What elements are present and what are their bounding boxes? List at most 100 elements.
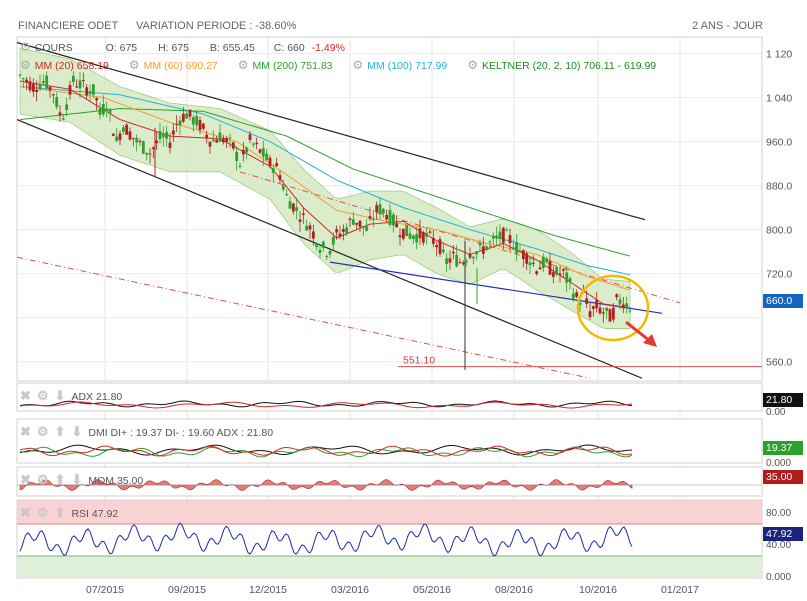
arrow-down-icon[interactable]: ⬇ xyxy=(71,424,83,439)
candle-body xyxy=(545,258,549,263)
candle-body xyxy=(425,232,429,237)
x-tick-label: 10/2016 xyxy=(579,584,617,596)
y-tick-label: 1 120 xyxy=(766,49,792,61)
ohlc-legend: ⚙ COURS O: 675 H: 675 B: 655.45 C: 660 -1… xyxy=(20,40,349,56)
gear-icon[interactable]: ⚙ xyxy=(467,58,479,72)
open-value: O: 675 xyxy=(105,42,138,54)
x-tick-label: 12/2015 xyxy=(249,584,287,596)
x-tick-label: 09/2015 xyxy=(168,584,206,596)
candle-body xyxy=(511,247,515,250)
variation-text: VARIATION PERIODE : -38.60% xyxy=(136,20,297,32)
candle-body xyxy=(598,307,602,314)
adx-di-line xyxy=(19,401,633,409)
candle-body xyxy=(131,137,135,139)
gear-icon[interactable]: ⚙ xyxy=(36,388,49,403)
x-tick-label: 01/2017 xyxy=(661,584,699,596)
arrow-up-icon[interactable]: ⬆ xyxy=(54,424,66,439)
close-icon[interactable]: ✖ xyxy=(20,472,31,487)
rsi-axis-label: 40.00 xyxy=(766,540,791,551)
y-tick-label: 560.0 xyxy=(766,357,792,369)
candle-body xyxy=(295,207,299,211)
candle-body xyxy=(421,231,425,243)
ma-line-mm200 xyxy=(19,108,631,257)
close-icon[interactable]: ✖ xyxy=(20,424,31,439)
candle-body xyxy=(401,228,405,239)
arrow-up-icon[interactable]: ⬆ xyxy=(54,505,66,520)
candle-body xyxy=(391,214,395,226)
candle-body xyxy=(308,225,312,230)
keltner-band xyxy=(19,47,631,330)
candle-body xyxy=(315,243,319,248)
candle-body xyxy=(448,258,452,263)
candle-body xyxy=(115,136,119,142)
candle-body xyxy=(125,124,129,135)
rsi-axis-label: 80.00 xyxy=(766,508,791,519)
close-icon[interactable]: ✖ xyxy=(20,388,31,403)
candle-body xyxy=(305,225,309,231)
dmi-minus-line xyxy=(19,445,633,457)
arrow-down-icon[interactable]: ⬇ xyxy=(54,388,66,403)
candle-body xyxy=(321,241,325,248)
candle-body xyxy=(265,153,269,160)
candle-body xyxy=(201,123,205,129)
gear-icon[interactable]: ⚙ xyxy=(128,58,140,72)
candle-body xyxy=(578,302,582,305)
candle-body xyxy=(31,83,35,92)
candle-body xyxy=(445,258,449,264)
candle-body xyxy=(571,293,575,299)
candle-body xyxy=(258,149,262,153)
candle-body xyxy=(45,75,49,89)
candle-body xyxy=(485,246,489,251)
candle-body xyxy=(345,227,349,234)
indicator-label: MM (20) 658.19 xyxy=(34,60,109,72)
candle-body xyxy=(325,256,329,258)
gear-icon[interactable]: ⚙ xyxy=(20,40,31,54)
candle-body xyxy=(225,137,229,142)
gear-icon[interactable]: ⚙ xyxy=(36,424,49,439)
indicator-label: KELTNER (20, 2, 10) 706.11 - 619.99 xyxy=(482,60,657,72)
candle-body xyxy=(85,87,89,96)
candle-body xyxy=(145,152,149,155)
candle-body xyxy=(231,142,235,149)
candle-body xyxy=(415,234,419,243)
arrow-up-icon[interactable]: ⬆ xyxy=(54,472,66,487)
candle-body xyxy=(101,104,105,115)
candle-body xyxy=(75,86,79,88)
candle-body xyxy=(601,312,605,314)
indicator-label: MM (60) 690.27 xyxy=(143,60,218,72)
gear-icon[interactable]: ⚙ xyxy=(237,58,249,72)
candle-body xyxy=(228,137,232,139)
candle-body xyxy=(361,226,365,228)
candle-body xyxy=(538,267,542,270)
candle-body xyxy=(41,81,45,84)
candle-body xyxy=(338,233,342,237)
gear-icon[interactable]: ⚙ xyxy=(36,505,49,520)
candle-body xyxy=(208,141,212,147)
candle-body xyxy=(185,113,189,119)
candle-body xyxy=(151,147,155,150)
candle-body xyxy=(311,231,315,239)
gear-icon[interactable]: ⚙ xyxy=(20,58,31,72)
candle-body xyxy=(178,120,182,126)
gear-icon[interactable]: ⚙ xyxy=(36,472,49,487)
dmi-axis-label: 0.000 xyxy=(766,458,791,469)
y-tick-label: 960.0 xyxy=(766,137,792,149)
close-icon[interactable]: ✖ xyxy=(20,505,31,520)
candle-body xyxy=(471,256,475,259)
candle-body xyxy=(621,304,625,309)
candle-body xyxy=(168,142,172,149)
candle-body xyxy=(215,139,219,143)
candle-body xyxy=(118,133,122,141)
candle-body xyxy=(175,123,179,125)
support-551-label: 551.10 xyxy=(403,355,435,367)
rsi-badge: 47.92 xyxy=(763,527,803,541)
candle-body xyxy=(551,272,555,277)
candle-body xyxy=(25,79,29,83)
gear-icon[interactable]: ⚙ xyxy=(352,58,364,72)
candle-body xyxy=(135,137,139,143)
ma-line-mm20 xyxy=(19,80,631,309)
arrow-down-icon[interactable]: ⬇ xyxy=(71,472,83,487)
candle-body xyxy=(585,298,589,304)
period-selector[interactable]: 2 ANS - JOUR xyxy=(692,20,763,32)
